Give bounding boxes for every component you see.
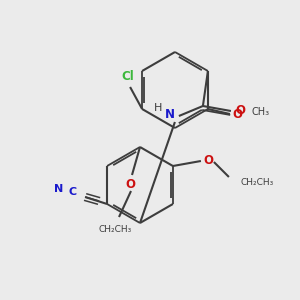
Text: Cl: Cl <box>122 70 134 83</box>
Text: H: H <box>154 103 162 113</box>
Text: O: O <box>232 109 242 122</box>
Text: N: N <box>55 184 64 194</box>
Text: C: C <box>68 187 76 197</box>
Text: CH₃: CH₃ <box>252 107 270 117</box>
Text: O: O <box>203 154 213 167</box>
Text: CH₂CH₃: CH₂CH₃ <box>241 178 274 188</box>
Text: CH₂CH₃: CH₂CH₃ <box>98 224 132 233</box>
Text: N: N <box>165 107 175 121</box>
Text: O: O <box>235 104 245 118</box>
Text: O: O <box>125 178 135 190</box>
